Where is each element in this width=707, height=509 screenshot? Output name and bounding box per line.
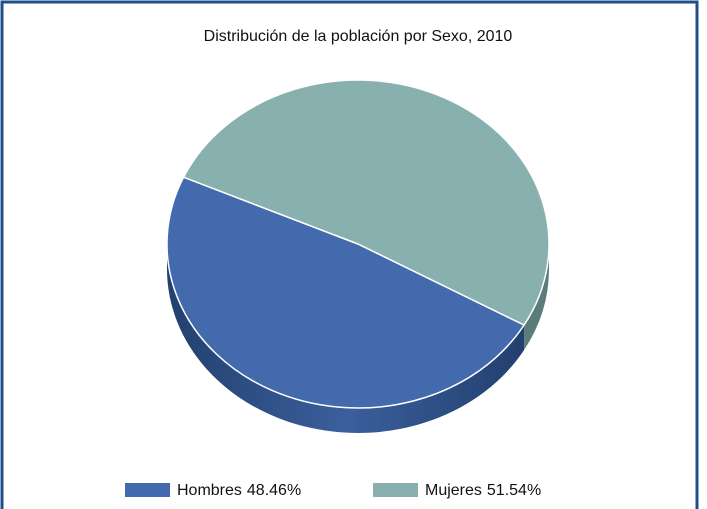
legend-value: 51.54% xyxy=(487,482,541,499)
legend-swatch xyxy=(125,483,170,497)
chart-title: Distribución de la población por Sexo, 2… xyxy=(204,28,513,45)
legend-value: 48.46% xyxy=(247,482,301,499)
legend-swatch xyxy=(373,483,418,497)
legend-label: Mujeres 51.54% xyxy=(425,482,541,499)
legend-name: Hombres xyxy=(177,482,242,499)
slice xyxy=(182,79,550,326)
legend-label: Hombres 48.46% xyxy=(177,482,301,499)
slice-side xyxy=(167,244,525,434)
slice-side xyxy=(524,244,549,351)
slice xyxy=(166,176,526,409)
legend-name: Mujeres xyxy=(425,482,482,499)
